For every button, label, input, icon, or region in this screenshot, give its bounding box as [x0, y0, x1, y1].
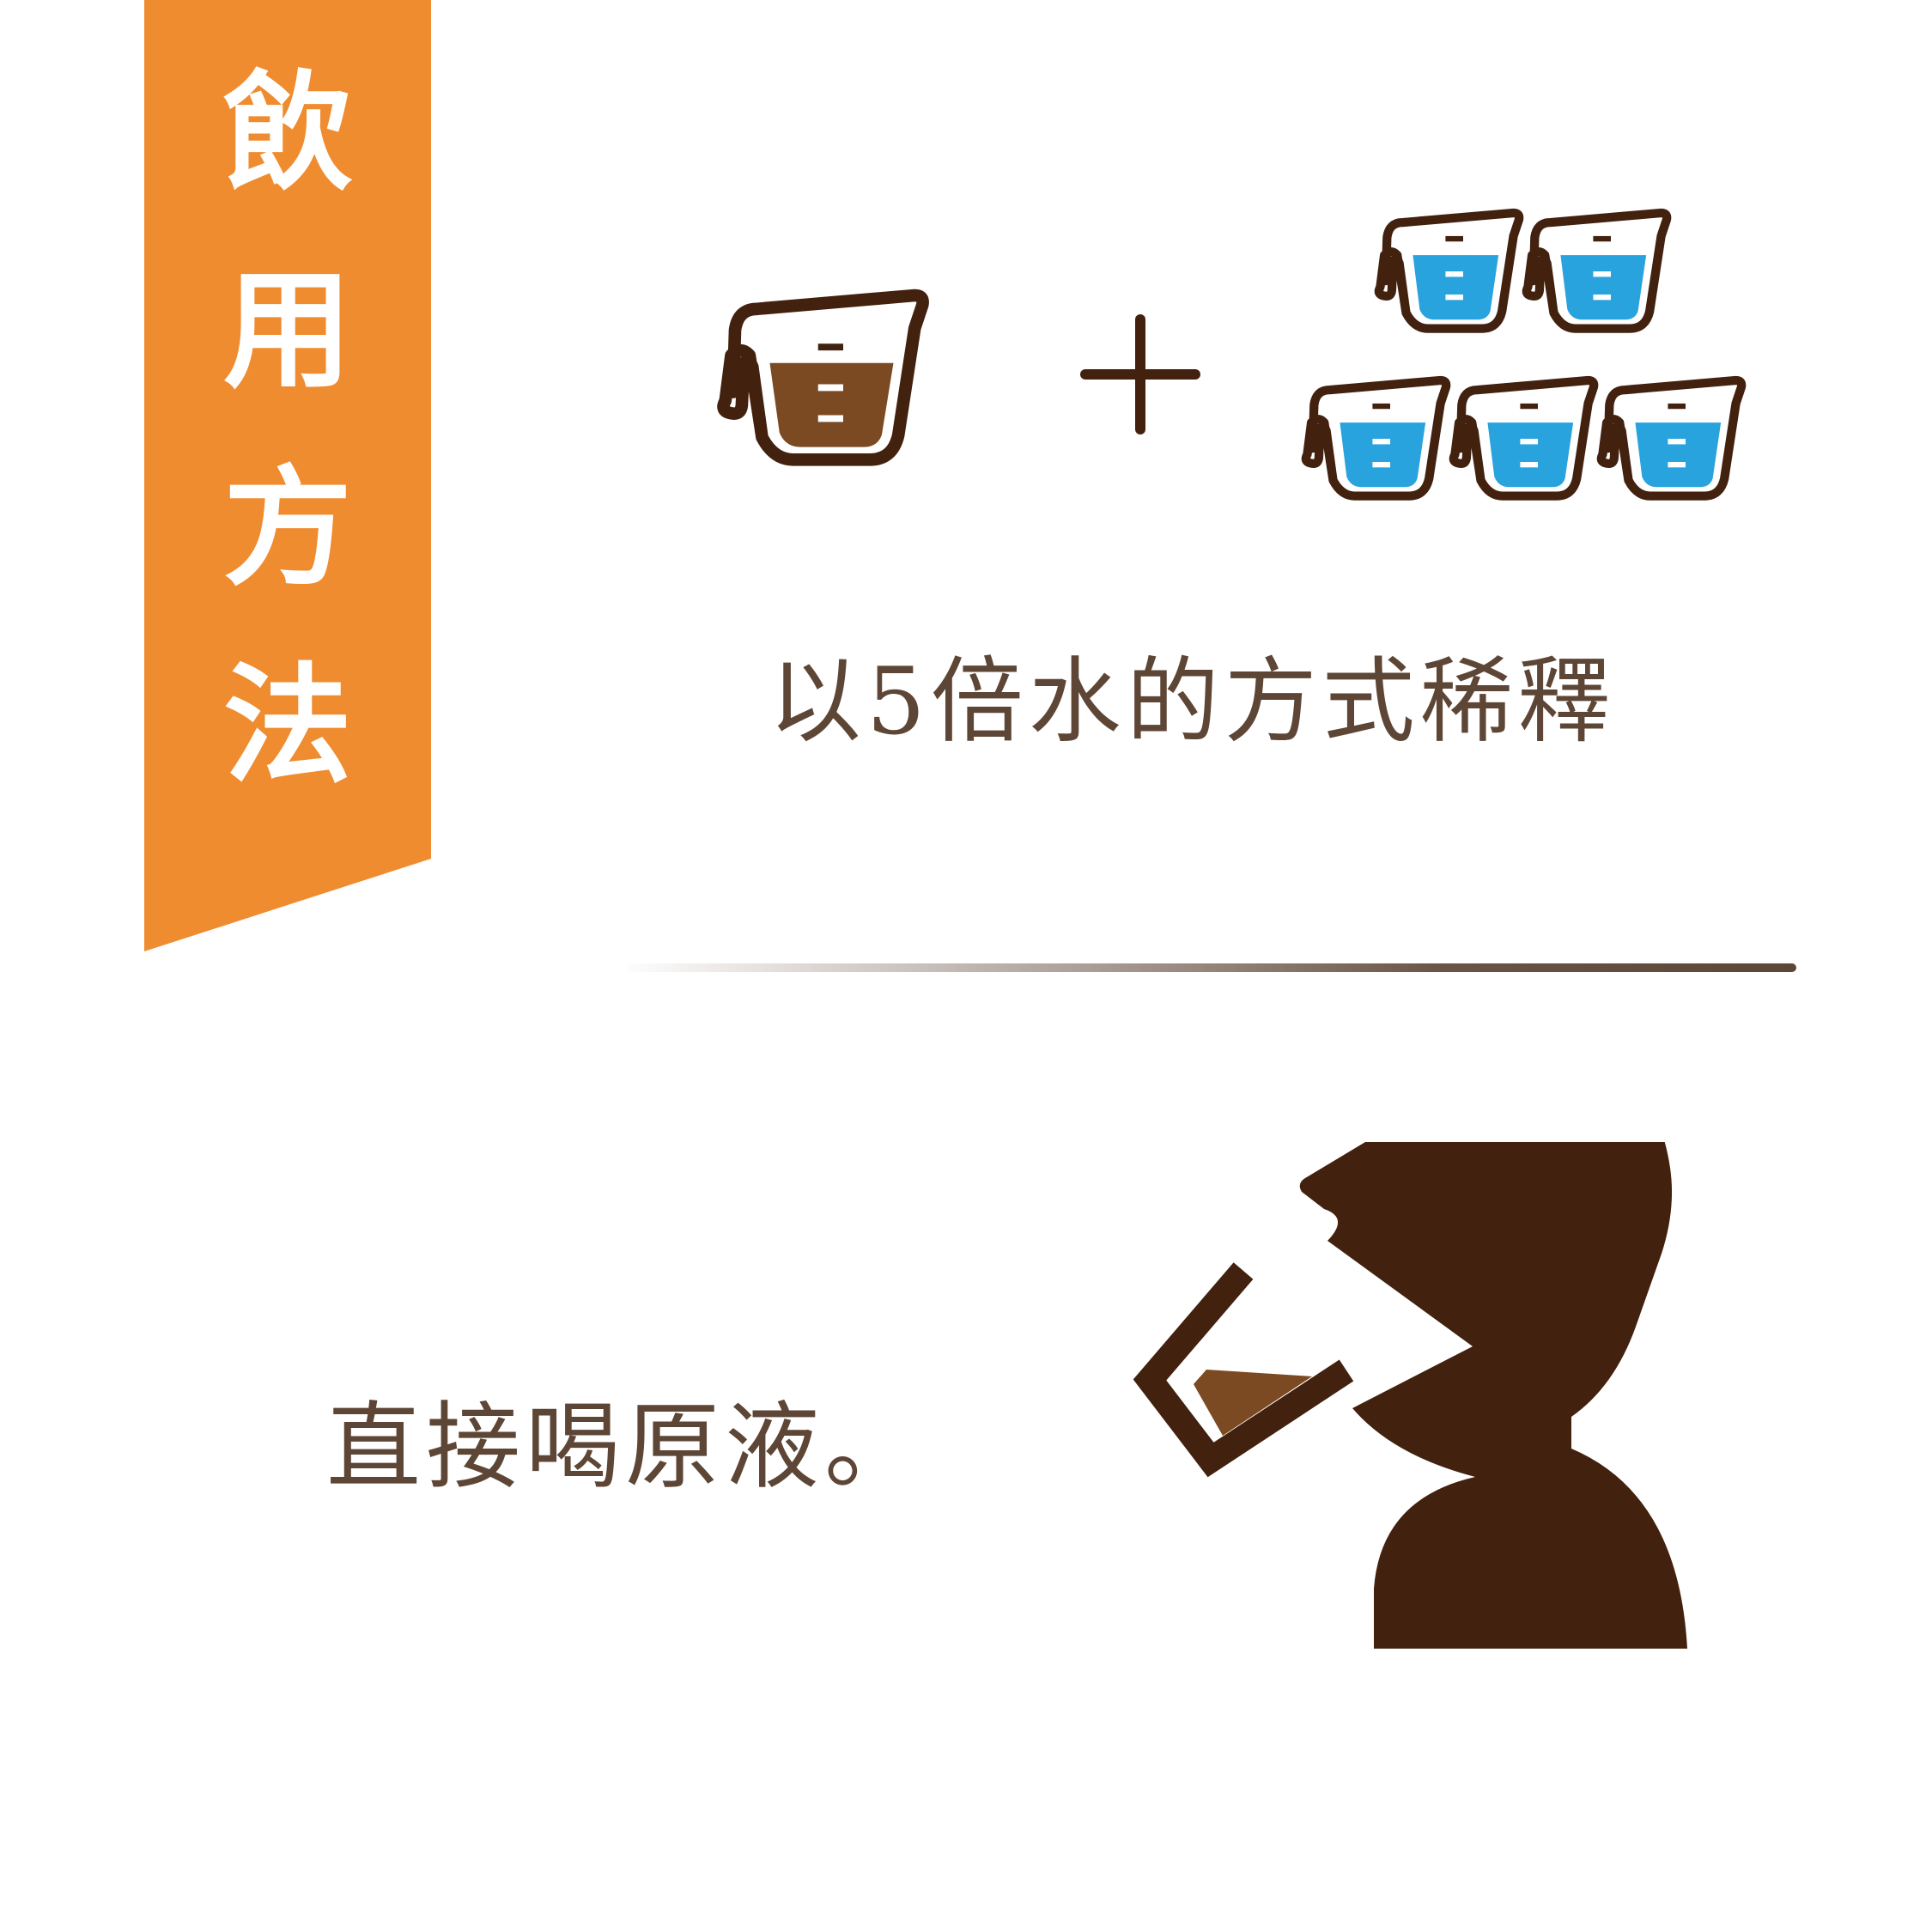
measuring-cup-water-icon [1365, 180, 1528, 343]
banner-char-2: 用 [222, 255, 352, 406]
measuring-cup-water-icon [1513, 180, 1676, 343]
person-drinking-icon [1133, 1142, 1687, 1649]
measuring-cup-water-icon [1292, 348, 1455, 511]
measuring-cup-water-icon [1588, 348, 1751, 511]
banner-title: 飲 用 方 法 [144, 69, 431, 859]
banner-char-1: 飲 [222, 58, 352, 209]
banner-char-3: 方 [222, 453, 352, 604]
section-divider [618, 963, 1796, 972]
measuring-cup-concentrate-icon [704, 249, 936, 481]
plus-icon [1080, 314, 1200, 434]
dilution-instruction: 以5倍水的方式稀釋 [769, 648, 1616, 756]
title-banner [144, 0, 431, 951]
banner-char-4: 法 [222, 650, 352, 801]
measuring-cup-water-icon [1440, 348, 1603, 511]
direct-drink-instruction: 直接喝原液。 [326, 1392, 924, 1502]
